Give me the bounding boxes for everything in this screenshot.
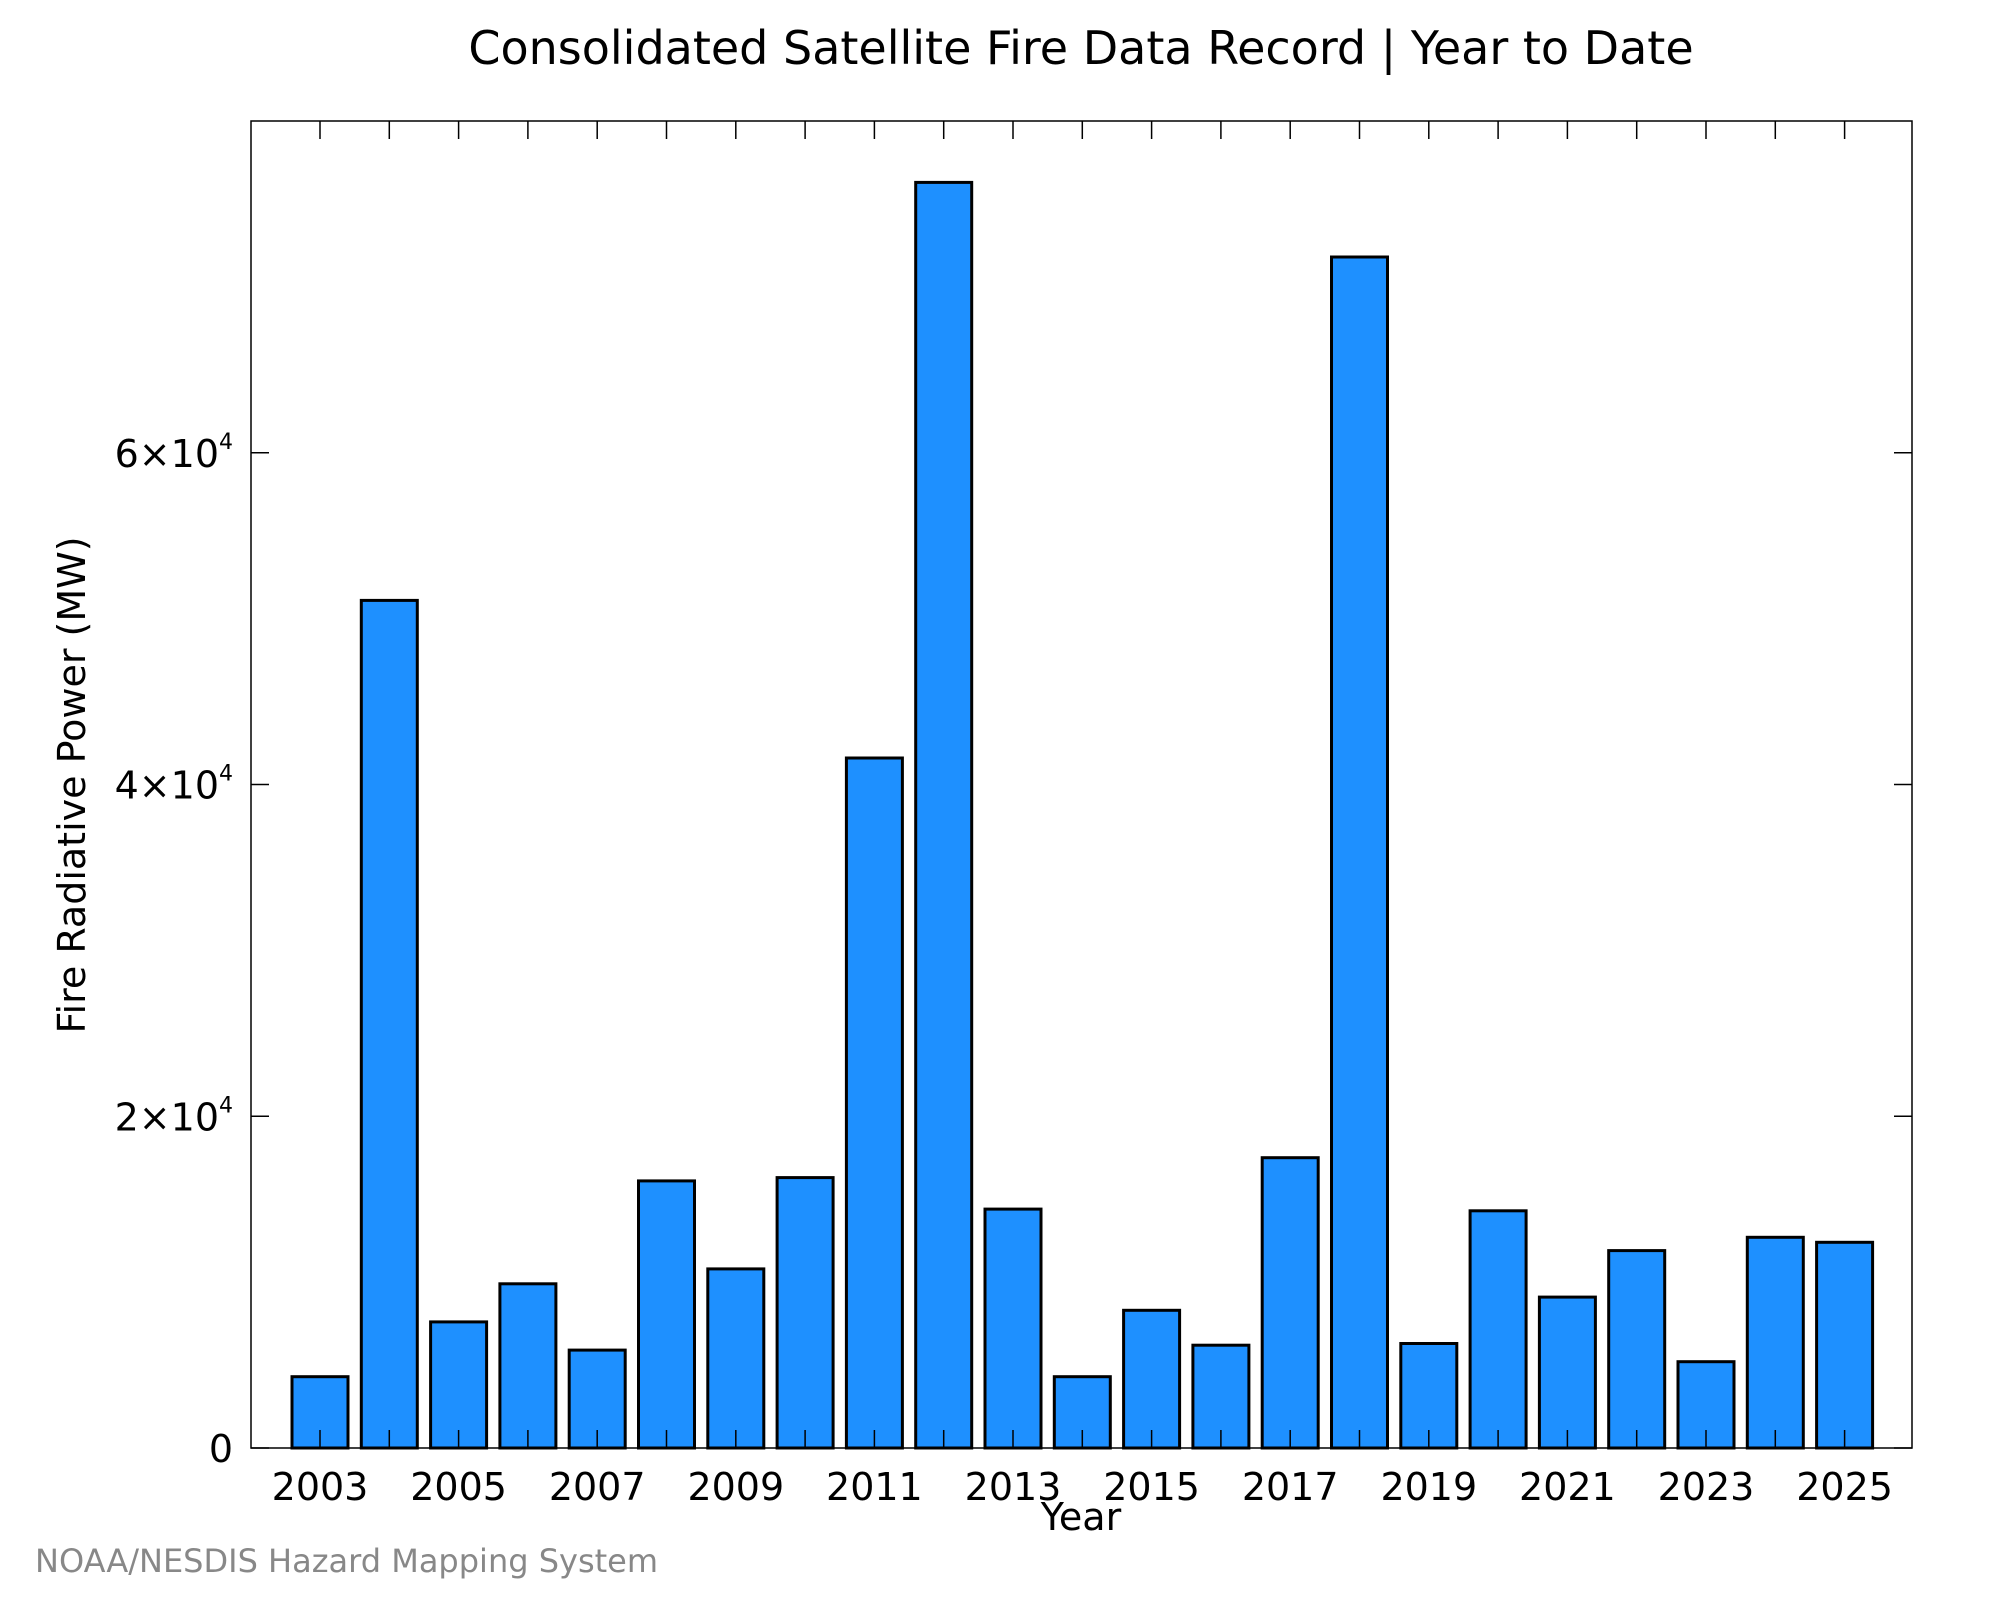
bar-2008 bbox=[637, 1179, 696, 1450]
y-tick-label-0: 0 bbox=[209, 1427, 233, 1471]
bar-2005 bbox=[429, 1320, 489, 1450]
y-tick-label-40000: 4×104 bbox=[115, 762, 233, 808]
x-tick-label-2023: 2023 bbox=[1658, 1465, 1755, 1509]
bar-2011 bbox=[844, 756, 904, 1450]
x-tick-label-2011: 2011 bbox=[826, 1465, 923, 1509]
bar-2009 bbox=[706, 1267, 766, 1450]
bar-2006 bbox=[498, 1282, 558, 1450]
bar-2021 bbox=[1537, 1295, 1597, 1450]
bar-2010 bbox=[775, 1176, 835, 1450]
x-tick-label-2021: 2021 bbox=[1519, 1465, 1616, 1509]
x-tick-label-2025: 2025 bbox=[1796, 1465, 1893, 1509]
ticks-layer bbox=[251, 121, 1912, 1449]
x-tick-label-2015: 2015 bbox=[1103, 1465, 1200, 1509]
bar-2024 bbox=[1745, 1235, 1805, 1450]
x-tick-label-2013: 2013 bbox=[965, 1465, 1062, 1509]
x-tick-label-2003: 2003 bbox=[272, 1465, 369, 1509]
bar-2004 bbox=[359, 598, 419, 1450]
bar-2022 bbox=[1607, 1249, 1667, 1450]
chart-title: Consolidated Satellite Fire Data Record … bbox=[468, 21, 1693, 76]
plot-frame bbox=[250, 120, 1913, 1449]
x-tick-label-2007: 2007 bbox=[549, 1465, 646, 1509]
y-tick-label-60000: 6×104 bbox=[115, 430, 233, 476]
y-tick-label-20000: 2×104 bbox=[115, 1093, 233, 1139]
x-tick-labels: 2003 2005 2007 2009 2011 2013 2015 2017 2019 2021… bbox=[272, 1465, 1893, 1509]
x-tick-label-2019: 2019 bbox=[1380, 1465, 1477, 1509]
bar-2020 bbox=[1468, 1209, 1528, 1450]
bar-2015 bbox=[1122, 1308, 1182, 1450]
x-axis-label: Year bbox=[1040, 1495, 1122, 1539]
x-tick-label-2017: 2017 bbox=[1242, 1465, 1339, 1509]
bar-2013 bbox=[983, 1207, 1043, 1450]
bar-2018 bbox=[1330, 255, 1389, 1450]
bar-2017 bbox=[1260, 1156, 1320, 1450]
credit-text: NOAA/NESDIS Hazard Mapping System bbox=[35, 1542, 658, 1580]
x-tick-label-2005: 2005 bbox=[410, 1465, 507, 1509]
y-tick-labels: 0 2×104 4×104 6×104 bbox=[115, 430, 233, 1471]
x-tick-label-2009: 2009 bbox=[687, 1465, 784, 1509]
bars-layer bbox=[290, 180, 1875, 1450]
bar-2025 bbox=[1815, 1240, 1875, 1450]
bar-2012 bbox=[914, 180, 974, 1450]
y-axis-label: Fire Radiative Power (MW) bbox=[50, 536, 94, 1033]
